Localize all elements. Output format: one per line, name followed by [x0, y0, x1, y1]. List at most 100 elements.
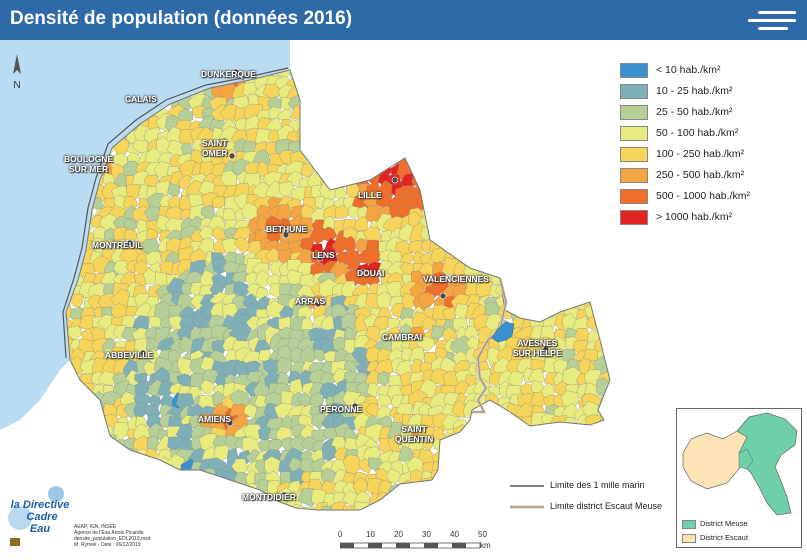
commune-cell: [321, 445, 338, 462]
legend-label: > 1000 hab./km²: [656, 211, 733, 223]
city-marker: [96, 167, 104, 175]
logo-graphic: la Directive Cadre Eau: [8, 486, 70, 546]
menu-icon[interactable]: [748, 9, 800, 33]
commune-cell: [418, 291, 435, 308]
scale-bar: 0 10 20 30 40 50 km: [338, 530, 494, 556]
inset-meuse-swatch: [682, 520, 696, 529]
credit-line: AEAP, IGN, INSEE: [74, 524, 117, 530]
city-marker: [280, 491, 288, 499]
city-label: CAMBRAI: [382, 332, 423, 342]
legend-label: 250 - 500 hab./km²: [656, 169, 745, 181]
city-marker: [232, 68, 240, 76]
commune-cell: [334, 204, 351, 219]
commune-cell: [212, 444, 232, 462]
city-marker: [413, 334, 421, 342]
credit-line: densite_population_EDL2019.mxd: [74, 536, 151, 542]
city-marker: [126, 239, 134, 247]
north-label: N: [13, 80, 20, 91]
city-marker: [228, 152, 236, 160]
sea: [0, 40, 290, 430]
legend-label: < 10 hab./km²: [656, 64, 721, 76]
city-marker: [282, 231, 290, 239]
legend-swatch: [620, 126, 648, 141]
legend-label: 25 - 50 hab./km²: [656, 106, 733, 118]
credit-line: Agence de l'Eau Artois Picardie: [74, 530, 144, 536]
city-marker: [146, 96, 154, 104]
legend-swatch: [620, 84, 648, 99]
lake-avesnes: [491, 321, 515, 343]
escaut-meuse-boundary-core: [472, 277, 507, 413]
legend-item: 10 - 25 hab./km²: [620, 83, 790, 101]
commune-cell: [311, 412, 327, 430]
inset-svg: [682, 412, 798, 516]
commune-cell: [313, 349, 327, 362]
city-label: MONTDIDIER: [242, 492, 296, 502]
city-marker: [391, 176, 399, 184]
commune-cell: [98, 370, 118, 386]
city-label: VALENCIENNES: [423, 274, 489, 284]
legend-label: 10 - 25 hab./km²: [656, 85, 733, 97]
inset-escaut-district: [682, 430, 748, 490]
city-label: BOULOGNE SUR MER: [64, 154, 114, 174]
legend-label: 500 - 1000 hab./km²: [656, 190, 750, 202]
city-markers: [96, 68, 550, 499]
commune-cell: [243, 403, 258, 419]
map-credits: AEAP, IGN, INSEE Agence de l'Eau Artois …: [74, 524, 150, 548]
city-label: AMIENS: [198, 414, 232, 424]
legend-swatch: [620, 168, 648, 183]
region-outline: [65, 69, 611, 511]
city-label: AVESNES SUR HELPE: [513, 338, 562, 358]
legend-swatch: [620, 105, 648, 120]
escaut-meuse-label: Limite district Escaut Meuse: [550, 501, 663, 511]
city-marker: [314, 300, 322, 308]
legend-swatch: [620, 63, 648, 78]
legend-swatch: [620, 189, 648, 204]
city-marker: [226, 419, 234, 427]
legend-label: 100 - 250 hab./km²: [656, 148, 745, 160]
population-density-map: [0, 40, 807, 560]
svg-text:Cadre: Cadre: [26, 511, 57, 523]
scale-tick-label: 10: [366, 530, 375, 539]
city-marker: [139, 349, 147, 357]
scale-tick-label: 20: [394, 530, 403, 539]
city-label: LILLE: [358, 190, 382, 200]
legend-swatch: [620, 210, 648, 225]
inset-escaut-swatch: [682, 534, 696, 543]
scale-tick-label: 40: [450, 530, 459, 539]
city-marker: [316, 254, 324, 262]
commune-cell: [342, 454, 363, 475]
credit-line: M. Rymek - Date : 06/12/2019: [74, 542, 141, 548]
commune-cell: [431, 325, 446, 341]
inset-meuse-label: District Meuse: [700, 519, 748, 528]
legend-item: 250 - 500 hab./km²: [620, 167, 790, 185]
legend-item: 25 - 50 hab./km²: [620, 104, 790, 122]
city-label: BETHUNE: [266, 224, 308, 234]
commune-cell: [377, 479, 392, 494]
city-label: MONTREUIL: [92, 240, 143, 250]
inset-escaut-label: District Escaut: [700, 533, 748, 542]
commune-cell: [472, 376, 494, 397]
header-bar: Densité de population (données 2016): [0, 0, 807, 40]
commune-cell: [365, 326, 384, 343]
legend-item: 500 - 1000 hab./km²: [620, 188, 790, 206]
city-marker: [439, 292, 447, 300]
city-marker: [542, 345, 550, 353]
scale-tick-label: 50: [478, 530, 487, 539]
legend-item: 100 - 250 hab./km²: [620, 146, 790, 164]
city-label: LENS: [312, 250, 335, 260]
commune-cell: [112, 422, 130, 441]
city-label: PERONNE: [320, 404, 363, 414]
scale-tick-label: 0: [338, 530, 343, 539]
mile-limit-label: Limite des 1 mille marin: [550, 480, 645, 490]
svg-text:la Directive: la Directive: [11, 499, 70, 511]
scale-tick-label: 30: [422, 530, 431, 539]
one-mile-limit: [62, 67, 289, 359]
legend-swatch: [620, 147, 648, 162]
legend-item: > 1000 hab./km²: [620, 209, 790, 227]
line-legend: Limite des 1 mille marin Limite district…: [510, 478, 680, 518]
city-marker: [351, 402, 359, 410]
city-label: CALAIS: [125, 94, 157, 104]
city-label: SAINT QUENTIN: [395, 424, 434, 444]
commune-cell: [451, 399, 468, 419]
legend-item: < 10 hab./km²: [620, 62, 790, 80]
